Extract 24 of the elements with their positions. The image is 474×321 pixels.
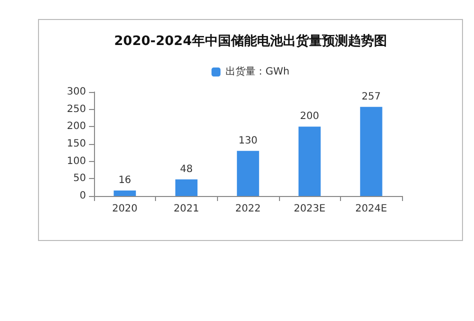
bar [360, 106, 382, 196]
data-label: 130 [238, 135, 258, 146]
y-tick-label: 50 [73, 173, 86, 184]
legend-label: 出货量：GWh [226, 66, 290, 78]
y-tick-label: 150 [66, 138, 86, 150]
y-tick-label: 0 [80, 190, 86, 202]
data-label: 48 [180, 164, 193, 175]
data-label: 16 [118, 174, 132, 186]
x-tick-label: 2020 [112, 204, 138, 214]
x-tick-label: 2021 [174, 204, 200, 214]
y-tick-label: 250 [66, 104, 86, 115]
y-tick-label: 100 [66, 156, 86, 167]
bar [298, 126, 321, 196]
bar [175, 179, 198, 196]
y-tick-label: 200 [66, 121, 86, 132]
x-tick-label: 2022 [235, 204, 261, 214]
x-tick-label: 2024E [355, 204, 388, 214]
x-tick-label: 2023E [294, 204, 326, 214]
chart-title: 2020-2024年中国储能电池出货量预测趋势图 [114, 33, 387, 49]
bar [236, 150, 260, 196]
bar [114, 190, 136, 196]
data-label: 200 [300, 111, 320, 122]
y-tick-label: 300 [66, 86, 86, 98]
data-label: 257 [362, 91, 381, 102]
